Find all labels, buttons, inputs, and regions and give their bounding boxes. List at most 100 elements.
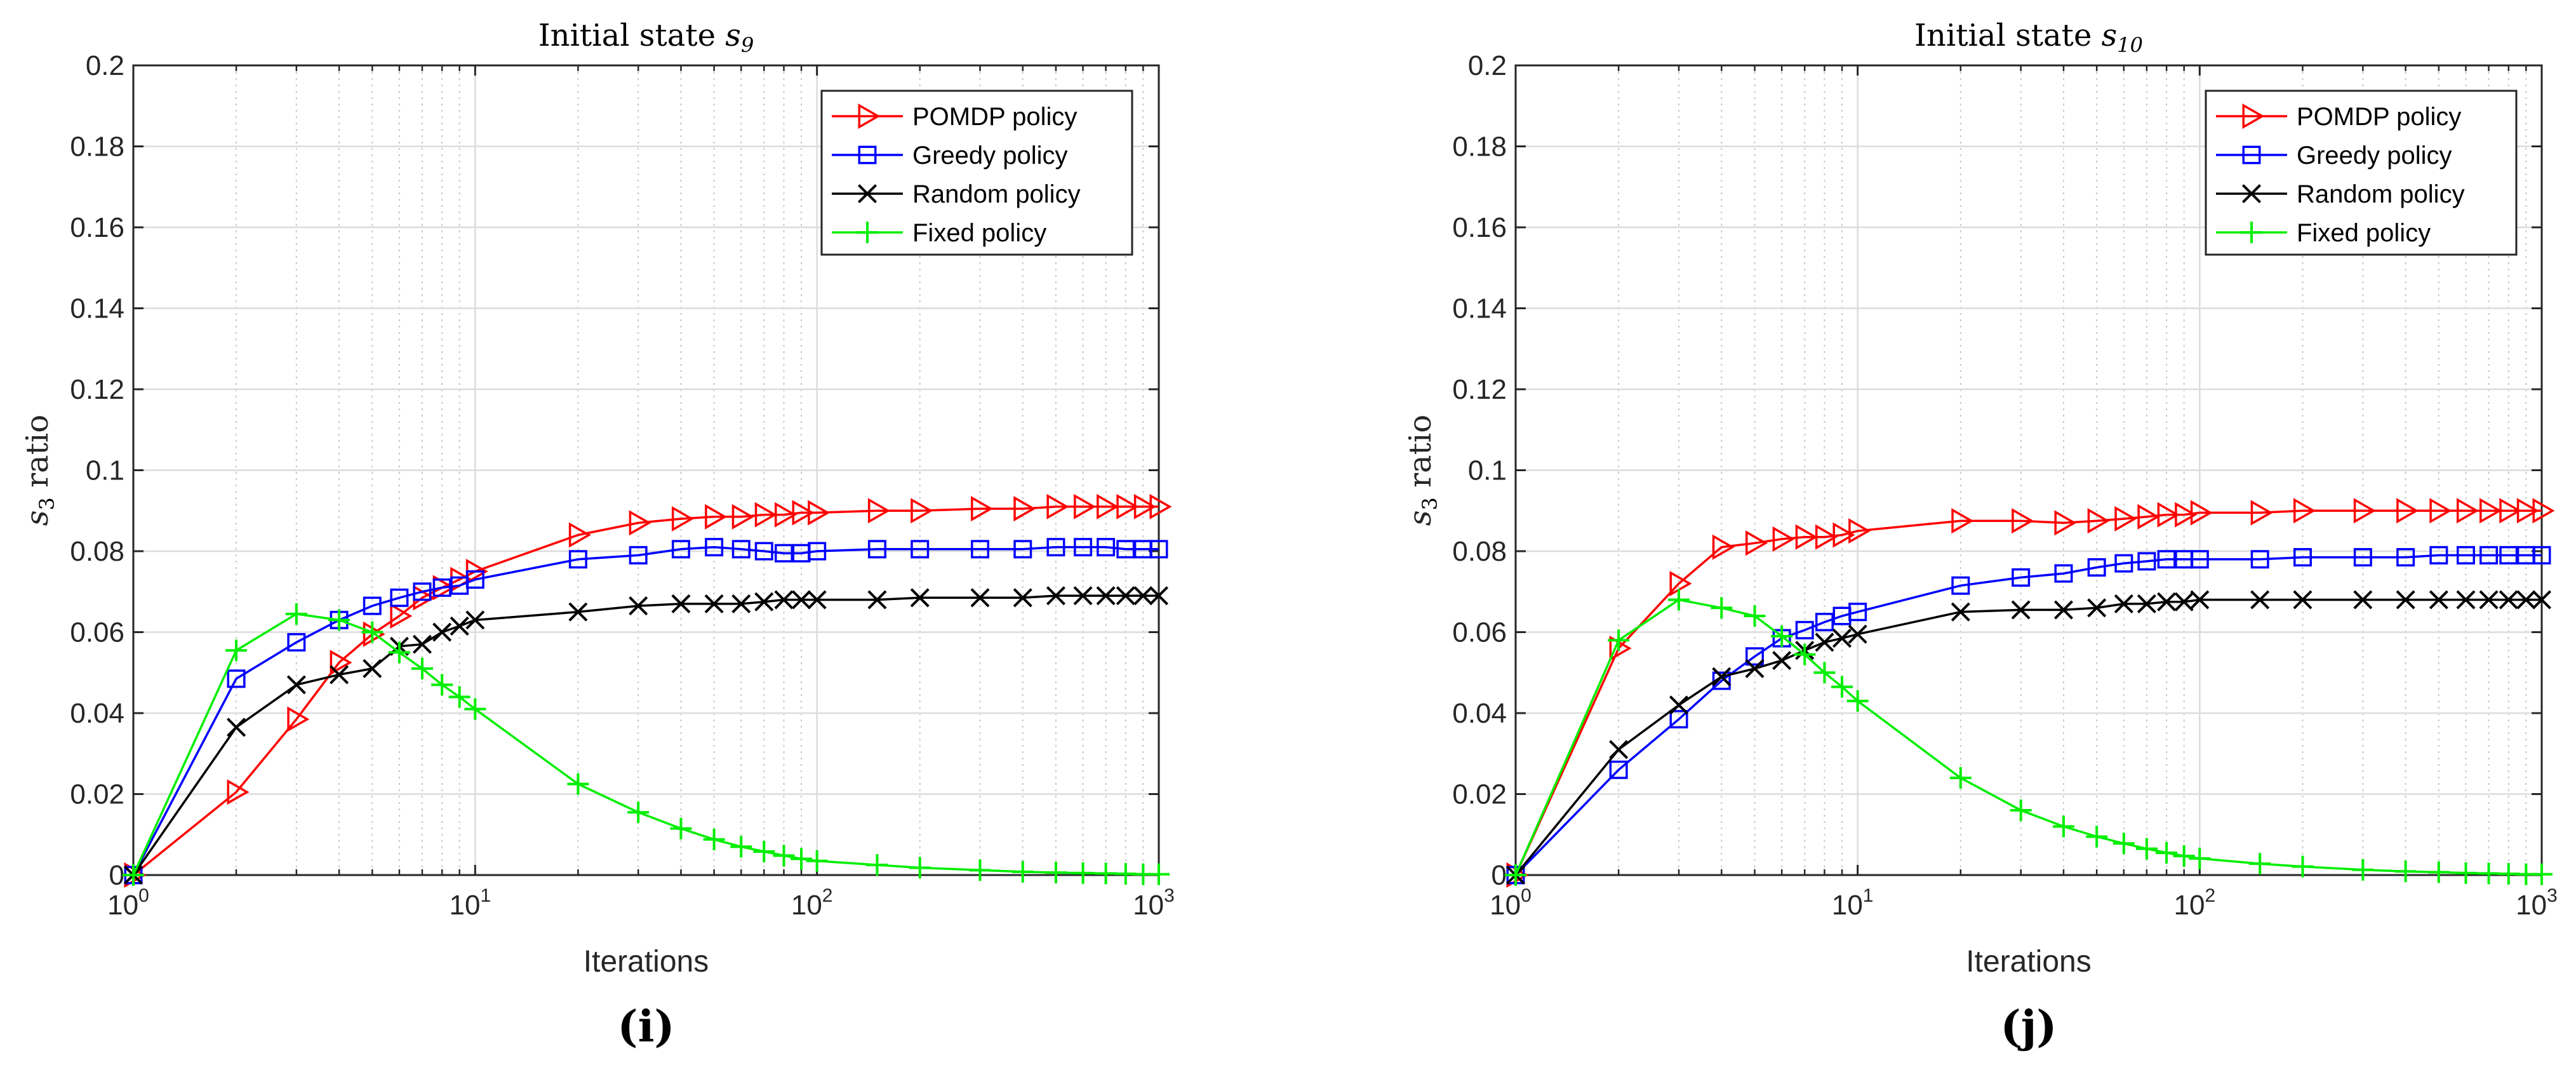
y-tick-label: 0.04 <box>70 698 124 729</box>
legend-entry: POMDP policy <box>832 103 1077 131</box>
chart-title-variable: s <box>2102 18 2118 53</box>
data-point <box>671 594 691 613</box>
y-axis-label-subscript: 3 <box>35 497 59 510</box>
x-tick-label: 103 <box>2516 885 2558 921</box>
data-point <box>2427 861 2450 883</box>
data-point <box>1744 605 1766 627</box>
y-tick-label: 0 <box>109 860 124 891</box>
data-point <box>568 550 587 569</box>
data-point <box>330 665 349 685</box>
x-tick-base: 10 <box>1832 890 1863 921</box>
data-point <box>1073 586 1093 606</box>
legend-label: Fixed policy <box>912 219 1046 247</box>
data-point <box>671 540 690 559</box>
data-point <box>1013 588 1032 608</box>
data-point <box>754 502 777 528</box>
y-tick-label: 0.1 <box>86 455 124 486</box>
data-point <box>1074 493 1097 519</box>
legend: POMDP policy Greedy policy Random policy Fi… <box>2205 90 2518 256</box>
data-point <box>2135 838 2158 860</box>
x-tick-exponent: 2 <box>822 885 833 906</box>
data-point <box>363 659 382 678</box>
data-point <box>227 669 246 688</box>
data-point <box>2054 564 2073 583</box>
data-point <box>361 621 384 643</box>
data-point <box>2156 841 2178 864</box>
data-point <box>773 845 795 867</box>
x-tick-exponent: 3 <box>2547 885 2558 906</box>
y-axis-label-rest: ratio <box>1403 415 1438 497</box>
data-point <box>1745 647 1765 666</box>
data-point <box>1669 570 1692 597</box>
data-point <box>2293 590 2312 610</box>
data-point <box>2173 845 2195 867</box>
legend-entry: Random policy <box>832 180 1081 208</box>
data-point <box>774 544 793 563</box>
y-tick-label: 0.14 <box>70 293 124 324</box>
data-point <box>911 498 933 524</box>
chart-title-prefix: Initial state <box>538 18 726 53</box>
data-point <box>1794 643 1816 665</box>
data-point <box>1949 767 1972 789</box>
data-point <box>2157 502 2180 528</box>
x-tick-label: 100 <box>107 885 149 921</box>
x-tick-base: 10 <box>1133 890 1164 921</box>
data-point <box>2157 550 2176 569</box>
data-point <box>2396 548 2415 567</box>
series-fixed-policy <box>123 603 1170 886</box>
data-point <box>774 590 794 610</box>
data-point <box>567 773 589 795</box>
series-fixed-policy <box>1505 589 2553 886</box>
data-point <box>753 841 775 863</box>
data-point <box>225 639 248 662</box>
data-point <box>2053 600 2073 620</box>
data-point <box>1046 538 1065 557</box>
data-point <box>568 522 591 548</box>
data-point <box>1951 576 1970 595</box>
data-point <box>791 848 813 870</box>
data-point <box>1668 589 1690 611</box>
data-point <box>2429 545 2448 565</box>
data-point <box>2190 550 2209 569</box>
data-point <box>2479 545 2499 565</box>
data-point <box>1609 635 1632 662</box>
legend-label: POMDP policy <box>912 103 1077 131</box>
data-point <box>2012 568 2031 587</box>
legend-marker <box>2241 184 2262 204</box>
y-tick-label: 0.04 <box>1452 698 1507 729</box>
x-tick-label: 101 <box>450 885 491 921</box>
data-point <box>1848 624 1867 644</box>
legend-label: Random policy <box>912 180 1081 208</box>
data-point <box>328 609 350 631</box>
data-point <box>464 698 486 720</box>
data-point <box>363 621 385 647</box>
y-tick-label: 0.12 <box>70 374 124 405</box>
data-point <box>1815 613 1834 632</box>
data-point <box>1832 522 1855 548</box>
chart-panel-i: 0 0.02 0.04 0.06 0.08 0.1 0.12 0.14 0.16 0.18 0.2 1… <box>20 18 1175 1052</box>
legend: POMDP policy Greedy policy Random policy Fi… <box>820 90 1133 256</box>
data-point <box>2114 505 2137 532</box>
data-point <box>629 510 651 536</box>
data-point <box>1097 493 1119 519</box>
data-point <box>1074 538 1093 557</box>
data-point <box>2293 548 2312 567</box>
data-point <box>2456 498 2479 524</box>
data-point <box>1013 496 1036 522</box>
x-tick-base: 10 <box>2174 890 2205 921</box>
legend-label: POMDP policy <box>2297 103 2461 131</box>
data-point <box>1795 620 1814 639</box>
data-point <box>731 504 754 530</box>
data-point <box>390 588 409 607</box>
x-tick-label: 103 <box>1133 885 1175 921</box>
y-tick-label: 0.18 <box>70 131 124 163</box>
data-point <box>867 540 886 559</box>
data-point <box>431 674 453 696</box>
legend-entry: Greedy policy <box>2216 142 2452 170</box>
data-point <box>2175 502 2198 528</box>
data-point <box>1116 540 1135 559</box>
x-tick-base: 10 <box>1490 890 1521 921</box>
chart-title-subscript: 9 <box>741 33 754 57</box>
data-point <box>867 590 887 610</box>
data-point <box>2157 592 2177 612</box>
